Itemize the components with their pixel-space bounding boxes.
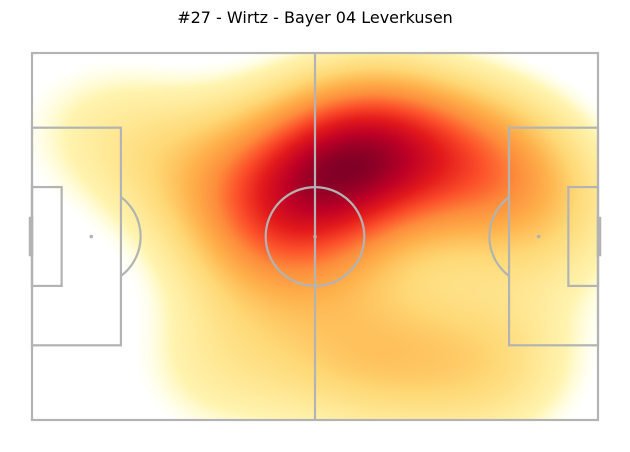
right-penalty-spot	[536, 234, 541, 239]
centre-circle	[264, 186, 366, 287]
centre-spot	[313, 234, 317, 239]
left-penalty-arc	[120, 196, 142, 277]
pitch-markings	[28, 51, 602, 422]
chart-title: #27 - Wirtz - Bayer 04 Leverkusen	[177, 8, 453, 27]
pitch-spots	[89, 234, 541, 239]
right-penalty-arc	[488, 196, 510, 277]
left-penalty-spot	[89, 234, 94, 239]
